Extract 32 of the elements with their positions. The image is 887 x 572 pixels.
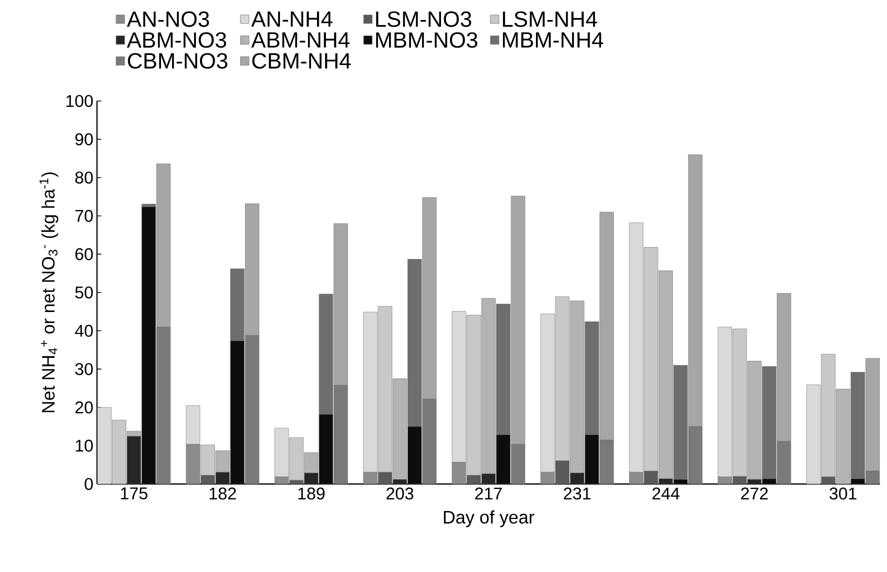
- x-tick-label: 231: [564, 488, 590, 500]
- legend-label: CBM-NH4: [252, 53, 351, 69]
- legend-label: CBM-NO3: [128, 53, 228, 69]
- x-tick-label: 272: [741, 488, 768, 500]
- y-tick-label: 40: [74, 324, 93, 337]
- legend-label: AN-NO3: [126, 11, 209, 27]
- x-tick-label: 217: [475, 488, 502, 500]
- y-tick-label: 30: [75, 363, 93, 376]
- legend-label: MBM-NO3: [376, 32, 478, 48]
- y-tick-label: 80: [75, 172, 93, 184]
- text: Net NH$_{4}$$^{+}$ or net NO$_{3}$$^{-}$ (kg ha$^{-1}$): [40, 172, 58, 412]
- x-axis-title: Day of year: [444, 510, 534, 528]
- x-tick-label: 301: [830, 488, 856, 500]
- legend-label: ABM-NH4: [251, 32, 350, 48]
- y-tick-label: 0: [84, 478, 93, 490]
- legend-label: LSM-NO3: [376, 11, 472, 27]
- x-tick-label: 175: [121, 488, 148, 500]
- x-tick-label: 182: [210, 488, 236, 500]
- y-tick-label: 70: [75, 210, 93, 222]
- x-tick-label: 203: [386, 488, 414, 500]
- y-tick-label: 10: [76, 440, 93, 452]
- y-tick-label: 100: [66, 94, 93, 108]
- legend-label: MBM-NH4: [502, 32, 604, 48]
- y-tick-label: 90: [75, 133, 93, 146]
- y-tick-label: 20: [75, 401, 93, 414]
- y-tick-label: 60: [75, 248, 93, 260]
- legend-label: AN-NH4: [251, 11, 332, 27]
- legend-label: ABM-NO3: [126, 32, 226, 48]
- y-tick-label: 50: [75, 286, 93, 299]
- legend-label: LSM-NH4: [502, 11, 598, 27]
- x-tick-label: 244: [652, 488, 680, 500]
- x-tick-label: 189: [298, 488, 325, 500]
